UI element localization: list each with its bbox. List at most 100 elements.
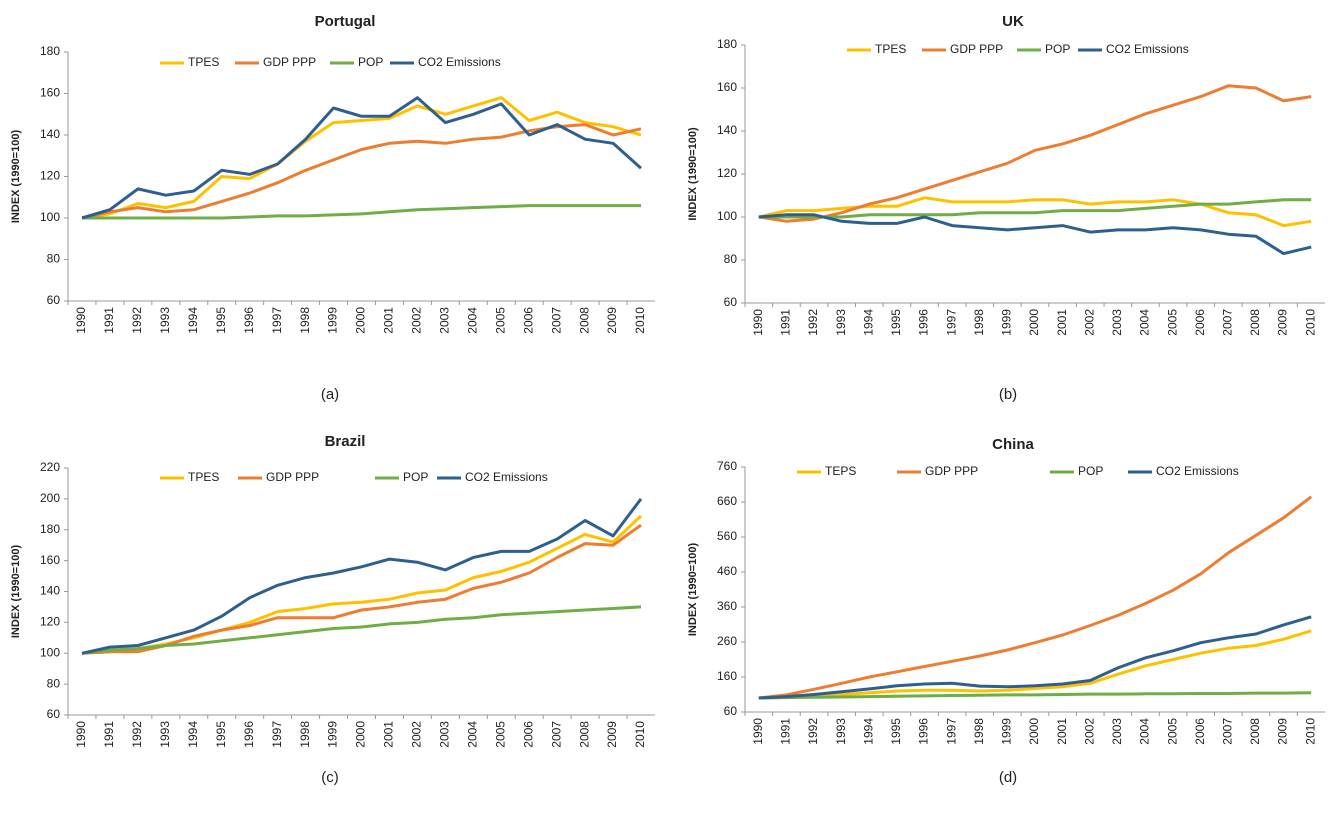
x-tick-label: 1990 (751, 718, 765, 745)
x-tick-label: 1990 (74, 307, 88, 334)
x-tick-label: 1995 (889, 718, 903, 745)
x-tick-label: 2000 (354, 721, 368, 748)
x-tick-label: 2004 (465, 721, 479, 748)
legend-label: CO2 Emissions (1106, 42, 1189, 56)
x-tick-label: 2002 (410, 721, 424, 748)
series-line (758, 495, 1313, 700)
x-tick-label: 1990 (751, 309, 765, 336)
x-tick-label: 2000 (1027, 718, 1041, 745)
y-tick-label: 60 (724, 295, 738, 309)
x-tick-label: 1998 (298, 307, 312, 334)
chart-title: UK (1002, 13, 1024, 30)
y-tick-label: 160 (717, 669, 737, 683)
x-tick-label: 1999 (1000, 718, 1014, 745)
y-tick-label: 120 (40, 169, 60, 183)
x-tick-label: 1999 (326, 307, 340, 334)
x-tick-label: 2010 (633, 307, 647, 334)
x-tick-label: 2007 (549, 307, 563, 334)
x-tick-label: 2001 (382, 307, 396, 334)
legend-label: CO2 Emissions (418, 55, 501, 69)
x-tick-label: 2005 (493, 721, 507, 748)
y-tick-label: 80 (47, 676, 61, 690)
x-tick-label: 2009 (605, 721, 619, 748)
series-line (758, 196, 1312, 228)
legend-label: GDP PPP (925, 464, 978, 478)
y-axis-label: INDEX (1990=100) (687, 543, 699, 637)
x-tick-label: 2007 (1221, 309, 1235, 336)
x-tick-label: 2002 (1082, 718, 1096, 745)
x-tick-label: 1991 (779, 309, 793, 336)
series-line (81, 523, 642, 655)
x-tick-label: 1999 (1000, 309, 1014, 336)
y-tick-label: 140 (717, 123, 737, 137)
series-line (81, 96, 642, 220)
x-tick-label: 1999 (326, 721, 340, 748)
x-tick-label: 2000 (1027, 309, 1041, 336)
x-tick-label: 2004 (1138, 718, 1152, 745)
x-tick-label: 1991 (779, 718, 793, 745)
x-tick-label: 2005 (1165, 718, 1179, 745)
x-tick-label: 1993 (158, 307, 172, 334)
legend-label: GDP PPP (266, 470, 319, 484)
x-tick-label: 1994 (861, 309, 875, 336)
x-tick-label: 2009 (605, 307, 619, 334)
y-tick-label: 140 (40, 584, 60, 598)
x-tick-label: 2008 (577, 307, 591, 334)
x-tick-label: 1994 (186, 721, 200, 748)
caption: (a) (321, 386, 339, 403)
x-tick-label: 1992 (130, 307, 144, 334)
x-tick-label: 2004 (465, 307, 479, 334)
x-tick-label: 2006 (1193, 309, 1207, 336)
y-tick-label: 120 (40, 615, 60, 629)
x-tick-label: 2002 (1082, 309, 1096, 336)
x-tick-label: 1995 (214, 307, 228, 334)
y-tick-label: 160 (40, 553, 60, 567)
x-tick-label: 2001 (1055, 718, 1069, 745)
y-tick-label: 360 (717, 599, 737, 613)
chart-title: China (992, 436, 1034, 453)
y-axis-label: INDEX (1990=100) (687, 127, 699, 221)
y-tick-label: 140 (40, 127, 60, 141)
y-tick-label: 760 (717, 459, 737, 473)
y-tick-label: 660 (717, 494, 737, 508)
series-line (758, 213, 1312, 256)
x-tick-label: 1990 (74, 721, 88, 748)
y-tick-label: 120 (717, 166, 737, 180)
x-tick-label: 1993 (834, 309, 848, 336)
x-tick-label: 2010 (633, 721, 647, 748)
y-tick-label: 200 (40, 491, 60, 505)
caption: (c) (321, 769, 339, 786)
legend-label: CO2 Emissions (1156, 464, 1239, 478)
series-line (758, 198, 1312, 219)
legend-label: CO2 Emissions (465, 470, 548, 484)
x-tick-label: 2003 (438, 307, 452, 334)
x-tick-label: 1993 (158, 721, 172, 748)
legend-label: TEPS (825, 464, 856, 478)
series-line (758, 615, 1312, 700)
chart-title: Portugal (315, 13, 376, 30)
legend-label: GDP PPP (950, 42, 1003, 56)
x-tick-label: 1991 (102, 307, 116, 334)
x-tick-label: 1995 (214, 721, 228, 748)
x-tick-label: 1996 (917, 309, 931, 336)
caption: (b) (999, 386, 1017, 403)
series-line (81, 497, 643, 655)
y-tick-label: 460 (717, 564, 737, 578)
x-tick-label: 2005 (1165, 309, 1179, 336)
y-tick-label: 100 (40, 210, 60, 224)
series-line (81, 514, 643, 655)
x-tick-label: 2004 (1138, 309, 1152, 336)
x-tick-label: 2002 (410, 307, 424, 334)
x-tick-label: 1996 (917, 718, 931, 745)
x-tick-label: 2001 (1055, 309, 1069, 336)
legend-label: POP (403, 470, 428, 484)
x-tick-label: 2008 (1248, 718, 1262, 745)
x-tick-label: 2003 (1110, 309, 1124, 336)
x-tick-label: 2005 (493, 307, 507, 334)
x-tick-label: 1991 (102, 721, 116, 748)
x-tick-label: 2007 (1221, 718, 1235, 745)
chart-title: Brazil (325, 433, 366, 450)
x-tick-label: 1997 (270, 307, 284, 334)
x-tick-label: 2007 (549, 721, 563, 748)
